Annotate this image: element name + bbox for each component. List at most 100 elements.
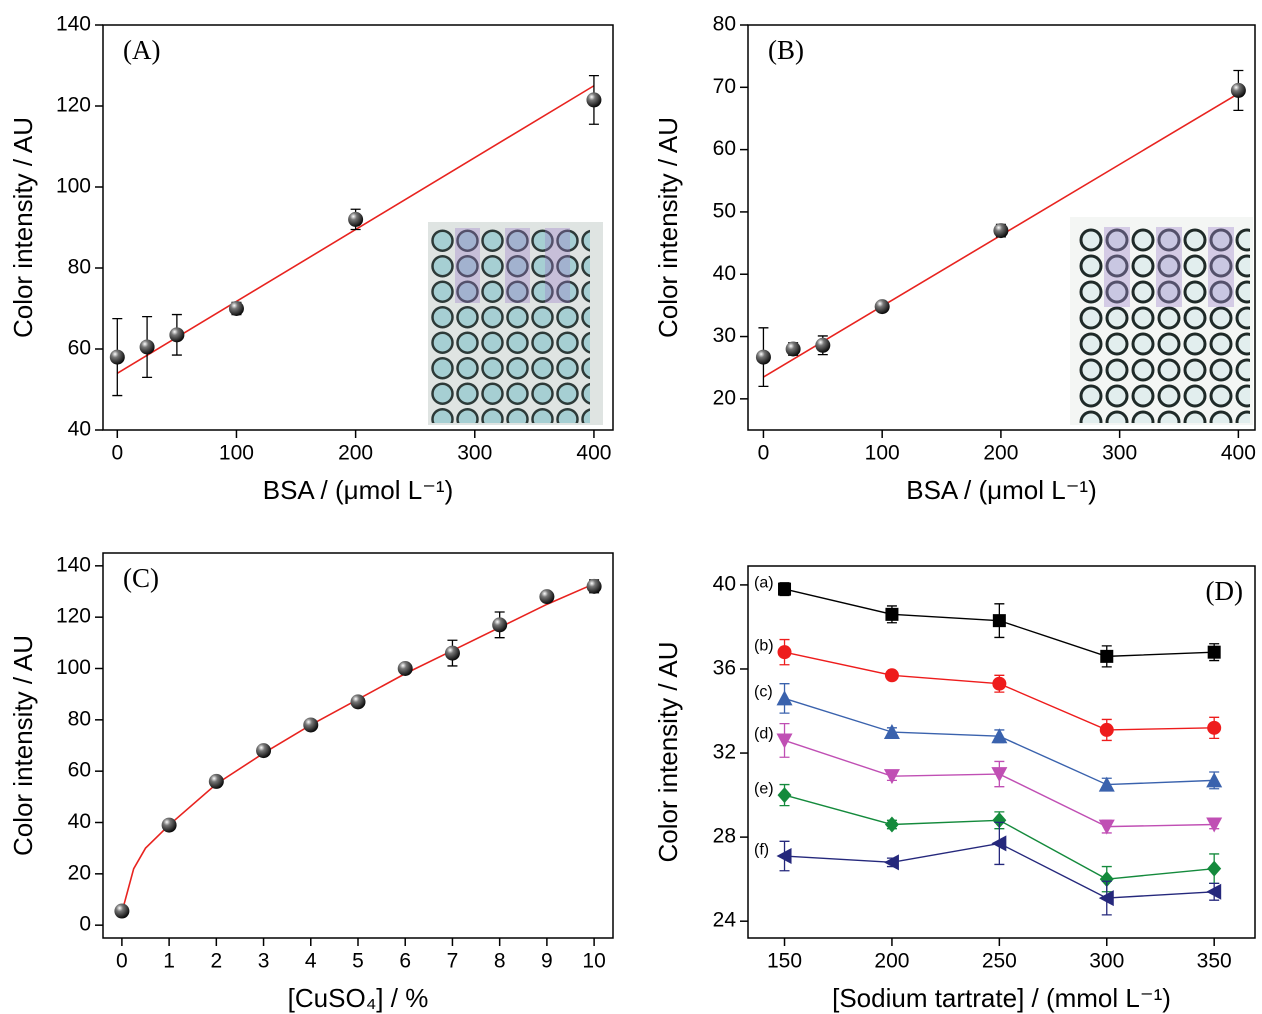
marker	[874, 299, 890, 315]
marker	[1207, 860, 1222, 877]
marker	[350, 694, 366, 710]
marker	[1099, 871, 1114, 888]
marker	[777, 787, 792, 804]
marker	[169, 327, 185, 343]
x-tick-label: 2	[210, 950, 222, 973]
marker	[397, 661, 413, 676]
x-tick-label: 1	[163, 950, 175, 973]
panel-label: (C)	[123, 563, 159, 593]
y-axis-label: Color intensity / AU	[653, 117, 683, 338]
marker	[776, 848, 792, 865]
x-tick-label: 9	[541, 950, 553, 973]
x-tick-label: 7	[447, 950, 459, 973]
plot-frame	[102, 552, 614, 939]
fit-line	[121, 583, 595, 913]
x-axis-label: BSA / (μmol L⁻¹)	[906, 475, 1097, 505]
y-tick-label: 80	[68, 707, 91, 730]
marker	[1206, 772, 1223, 788]
marker	[348, 211, 364, 227]
y-tick-label: 70	[713, 75, 736, 98]
y-tick-label: 40	[713, 572, 736, 595]
marker	[1207, 645, 1221, 659]
marker	[815, 337, 831, 353]
x-tick-label: 100	[865, 442, 900, 465]
x-tick-label: 150	[767, 950, 802, 973]
marker	[303, 717, 319, 733]
marker	[161, 817, 177, 833]
panel: 0 100 200 300 400 20 30 40 50 60 70 80 BSA / (μmol L…	[653, 13, 1256, 505]
marker	[992, 614, 1006, 628]
y-tick-label: 60	[68, 337, 91, 360]
marker	[1230, 82, 1246, 98]
y-tick-label: 24	[713, 909, 737, 932]
y-axis-label: Color intensity / AU	[8, 117, 38, 338]
x-tick-label: 350	[1197, 950, 1232, 973]
panel: 0 100 200 300 400 40 60 80 100 120 140 BSA / (μmol …	[8, 13, 614, 505]
panel-label: (D)	[1206, 576, 1243, 606]
y-tick-label: 32	[713, 741, 736, 764]
x-tick-label: 100	[219, 442, 254, 465]
marker	[776, 733, 793, 749]
y-tick-label: 40	[68, 418, 91, 441]
y-tick-label: 20	[713, 386, 736, 409]
y-tick-label: 80	[713, 13, 736, 36]
marker	[883, 854, 899, 871]
marker	[991, 835, 1007, 852]
marker	[256, 743, 272, 759]
marker	[1098, 776, 1115, 792]
marker	[1206, 883, 1222, 900]
series-label: (c)	[754, 684, 773, 701]
marker	[885, 607, 899, 621]
marker	[228, 301, 244, 316]
y-tick-label: 20	[68, 861, 91, 884]
x-axis-label: BSA / (μmol L⁻¹)	[263, 475, 454, 505]
marker	[777, 645, 792, 660]
marker	[992, 676, 1007, 691]
x-tick-label: 5	[352, 950, 364, 973]
x-tick-label: 200	[338, 442, 373, 465]
x-axis-label: [CuSO₄] / %	[288, 983, 429, 1013]
y-tick-label: 120	[56, 605, 91, 628]
x-tick-label: 200	[874, 950, 909, 973]
series-label: (f)	[754, 841, 769, 858]
x-tick-label: 300	[457, 442, 492, 465]
marker	[109, 349, 125, 365]
inset-photo	[428, 222, 603, 425]
marker	[991, 767, 1008, 783]
y-tick-label: 50	[713, 199, 736, 222]
marker	[208, 773, 224, 789]
plot-frame	[102, 24, 614, 431]
y-axis-label: Color intensity / AU	[653, 641, 683, 862]
marker	[444, 645, 460, 661]
marker	[492, 617, 508, 633]
x-tick-label: 400	[576, 442, 611, 465]
marker	[139, 339, 155, 355]
x-tick-label: 0	[116, 950, 128, 973]
marker	[114, 903, 130, 919]
y-tick-label: 80	[68, 256, 91, 279]
y-tick-label: 120	[56, 94, 91, 117]
marker	[776, 690, 793, 706]
x-tick-label: 0	[758, 442, 770, 465]
inset-photo	[1070, 217, 1253, 425]
x-tick-label: 4	[305, 950, 317, 973]
x-tick-label: 300	[1089, 950, 1124, 973]
panel: 150 200 250 300 350 24 28 32 36 40 [Sodium tartrat…	[653, 565, 1256, 1013]
panel-label: (A)	[123, 35, 160, 65]
x-tick-label: 8	[494, 950, 506, 973]
marker	[778, 582, 792, 596]
x-axis-label: [Sodium tartrate] / (mmol L⁻¹)	[832, 983, 1171, 1013]
y-tick-label: 30	[713, 324, 736, 347]
marker	[883, 724, 900, 740]
y-tick-label: 100	[56, 656, 91, 679]
marker	[883, 769, 900, 785]
marker	[1206, 817, 1223, 833]
marker	[991, 728, 1008, 744]
marker	[1099, 722, 1114, 737]
marker	[992, 812, 1007, 829]
marker	[993, 223, 1009, 239]
y-axis-label: Color intensity / AU	[8, 635, 38, 856]
x-tick-label: 200	[983, 442, 1018, 465]
